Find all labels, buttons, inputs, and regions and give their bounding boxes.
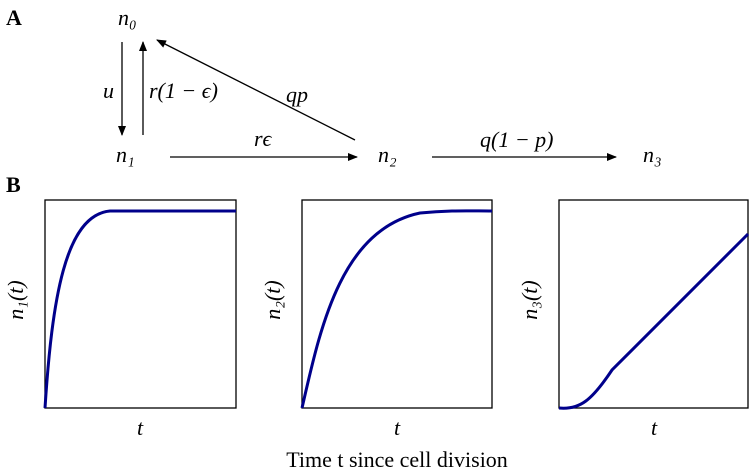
y-label: n₂(t) [260, 280, 285, 319]
x-label: t [394, 415, 401, 440]
plot-frame [558, 199, 749, 409]
curve [558, 232, 750, 410]
y-label: n₃(t) [517, 280, 542, 319]
node: n₂ [378, 142, 397, 167]
node: n₀ [118, 5, 137, 30]
node: n₁ [116, 142, 135, 167]
edge-label: r(1 − ϵ) [149, 78, 218, 103]
y-label: n₁(t) [3, 280, 28, 319]
node: n₃ [643, 142, 662, 167]
curve [300, 209, 493, 409]
plot-frame [301, 199, 493, 409]
figure-x-label: Time t since cell division [286, 447, 508, 472]
x-label: t [651, 415, 658, 440]
curve [43, 209, 236, 409]
x-label: t [137, 415, 144, 440]
panel-label: B [6, 172, 21, 197]
edge-label: qp [286, 82, 308, 107]
edge-label: rϵ [254, 126, 273, 151]
edge-label: q(1 − p) [480, 127, 554, 152]
edge-label: u [103, 78, 114, 103]
plot-frame [44, 199, 237, 409]
panel-label: A [6, 5, 22, 30]
arrow [156, 39, 356, 141]
